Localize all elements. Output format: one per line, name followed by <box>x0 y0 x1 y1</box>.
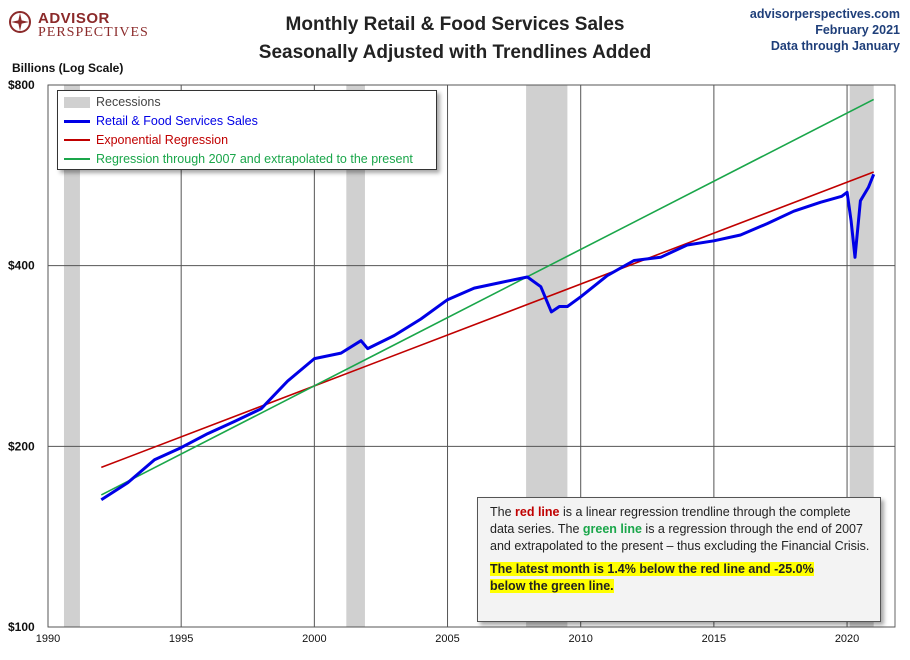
legend-swatch-sales <box>64 119 90 123</box>
legend-label-recessions: Recessions <box>96 95 161 109</box>
annotation-text-a: The <box>490 505 516 519</box>
x-tick-label-2005: 2005 <box>435 633 459 645</box>
x-tick-label-2000: 2000 <box>302 633 326 645</box>
logo-text-top: ADVISOR <box>38 10 110 27</box>
source-date: February 2021 <box>815 23 900 37</box>
legend-item-exponential: Exponential Regression <box>64 131 228 149</box>
annotation-highlight: The latest month is 1.4% below the red l… <box>490 561 870 595</box>
advisor-perspectives-logo: ADVISOR PERSPECTIVES <box>8 8 148 44</box>
x-tick-label-1995: 1995 <box>169 633 193 645</box>
series-lines <box>100 98 876 501</box>
recession-band-3 <box>849 85 874 627</box>
legend-swatch-pre2007 <box>64 158 90 160</box>
grid-lines <box>47 84 895 628</box>
legend-label-exponential: Exponential Regression <box>96 133 229 147</box>
annotation-highlight-line2: below the green line. <box>490 579 614 593</box>
source-through: Data through January <box>770 39 900 53</box>
annotation-green-term: green line <box>582 522 642 536</box>
legend-item-sales: Retail & Food Services Sales <box>64 112 258 130</box>
annotation-text: The red line is a linear regression tren… <box>490 504 870 555</box>
x-tick-label-2020: 2020 <box>835 633 859 645</box>
x-tick-label-1990: 1990 <box>36 633 60 645</box>
y-tick-label-800: $800 <box>8 78 35 92</box>
legend-item-recessions: Recessions <box>64 93 161 111</box>
chart-title: Monthly Retail & Food Services Sales <box>285 14 625 35</box>
legend: Recessions Retail & Food Services Sales … <box>57 90 437 170</box>
chart-subtitle: Seasonally Adjusted with Trendlines Adde… <box>258 42 652 63</box>
x-tick-label-2010: 2010 <box>568 633 592 645</box>
annotation-text-c: is a regression through the end of 2007 … <box>490 522 870 553</box>
legend-label-sales: Retail & Food Services Sales <box>96 114 258 128</box>
annotation-box: The red line is a linear regression tren… <box>477 497 881 622</box>
y-tick-label-200: $200 <box>8 439 35 453</box>
series-line-0 <box>100 173 876 501</box>
recession-band-0 <box>63 85 80 627</box>
legend-label-pre2007: Regression through 2007 and extrapolated… <box>96 152 413 166</box>
series-line-1 <box>101 171 874 469</box>
annotation-text-b: is a linear regression trendline through… <box>490 505 851 536</box>
annotation-highlight-line1: The latest month is 1.4% below the red l… <box>490 562 814 576</box>
compass-icon <box>9 11 31 33</box>
source-site: advisorperspectives.com <box>749 7 900 21</box>
legend-item-pre2007: Regression through 2007 and extrapolated… <box>64 150 413 168</box>
y-axis-label: Billions (Log Scale) <box>12 61 124 75</box>
source-block: advisorperspectives.com February 2021 Da… <box>750 6 900 54</box>
axis-labels: $100 $200 $400 $800 1990 1995 2000 2005 2010 2015… <box>8 78 859 645</box>
recession-band-1 <box>346 85 365 627</box>
legend-swatch-recessions <box>64 96 90 108</box>
x-tick-label-2015: 2015 <box>702 633 726 645</box>
y-tick-label-400: $400 <box>8 259 35 273</box>
y-tick-label-100: $100 <box>8 620 35 634</box>
series-line-2 <box>100 98 875 496</box>
annotation-red-term: red line <box>515 505 560 519</box>
legend-swatch-exponential <box>64 139 90 141</box>
logo-text-bottom: PERSPECTIVES <box>38 25 149 40</box>
